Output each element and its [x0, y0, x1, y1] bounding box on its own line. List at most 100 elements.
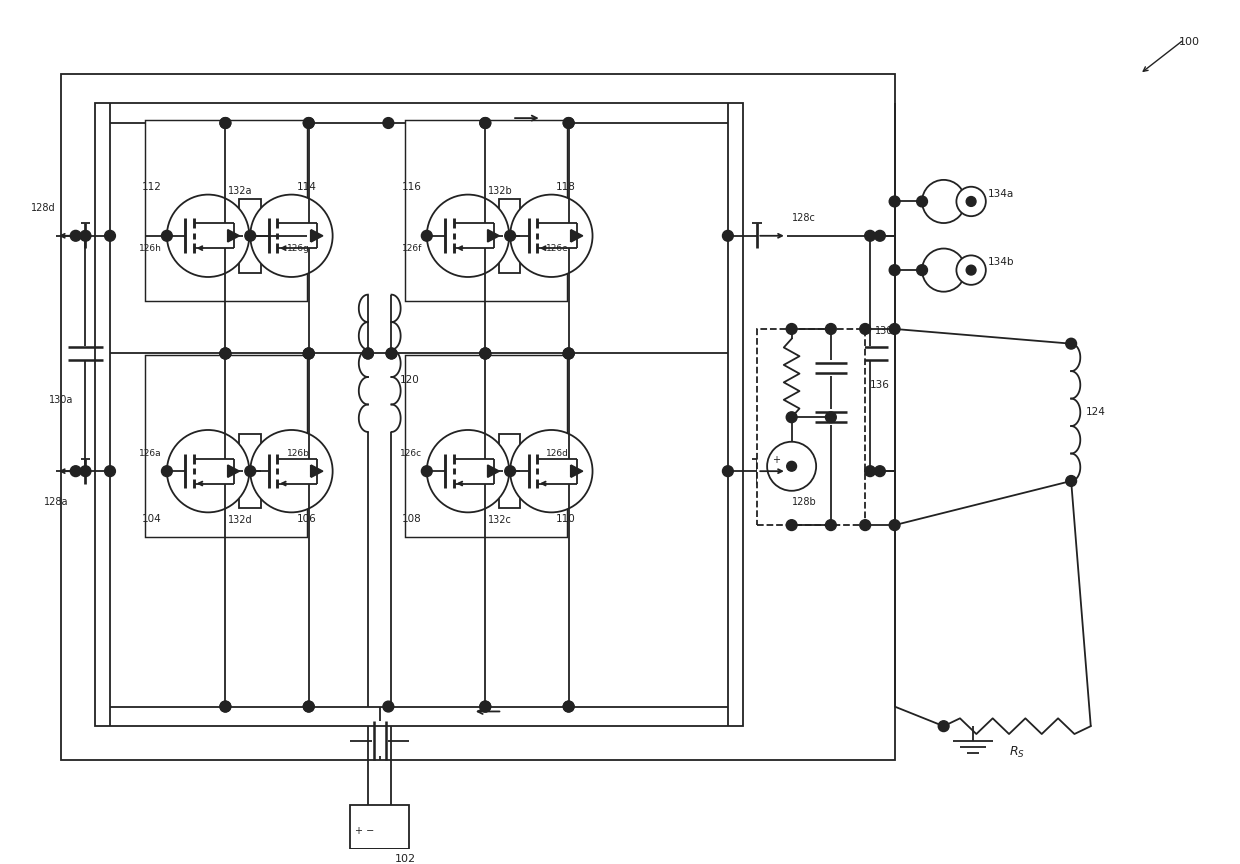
- Circle shape: [723, 231, 733, 241]
- Text: 100: 100: [1179, 36, 1200, 47]
- Text: 132b: 132b: [487, 186, 512, 196]
- Circle shape: [71, 231, 81, 241]
- Circle shape: [859, 323, 870, 334]
- Circle shape: [81, 466, 91, 477]
- Circle shape: [383, 702, 394, 712]
- Text: 130a: 130a: [48, 395, 73, 404]
- Circle shape: [422, 231, 433, 241]
- Bar: [95, 104, 743, 726]
- Circle shape: [786, 323, 797, 334]
- Circle shape: [219, 702, 231, 712]
- Circle shape: [304, 702, 314, 712]
- Text: 116: 116: [402, 181, 422, 192]
- Text: 130b: 130b: [875, 326, 900, 336]
- Circle shape: [219, 702, 231, 712]
- Circle shape: [923, 249, 965, 292]
- Bar: [61, 74, 894, 760]
- Circle shape: [563, 118, 574, 129]
- Circle shape: [563, 118, 574, 129]
- Text: 126h: 126h: [139, 244, 162, 252]
- Text: $R_S$: $R_S$: [1009, 745, 1025, 759]
- Circle shape: [219, 118, 231, 129]
- Circle shape: [939, 721, 949, 732]
- Circle shape: [250, 194, 332, 277]
- Text: 132c: 132c: [487, 515, 512, 524]
- Circle shape: [386, 348, 397, 359]
- Circle shape: [480, 348, 491, 359]
- Text: 128c: 128c: [791, 213, 816, 223]
- Circle shape: [219, 348, 231, 359]
- Circle shape: [250, 430, 332, 512]
- Text: 128d: 128d: [31, 203, 56, 213]
- Circle shape: [167, 430, 249, 512]
- Circle shape: [362, 348, 373, 359]
- Circle shape: [1065, 475, 1076, 486]
- Circle shape: [244, 231, 255, 241]
- Circle shape: [161, 466, 172, 477]
- Circle shape: [786, 520, 797, 530]
- Circle shape: [889, 264, 900, 276]
- Bar: [758, 329, 866, 525]
- Circle shape: [304, 118, 314, 129]
- Text: 128b: 128b: [791, 498, 816, 507]
- Circle shape: [563, 702, 574, 712]
- Circle shape: [1065, 339, 1076, 349]
- Text: 104: 104: [143, 514, 162, 524]
- Polygon shape: [311, 230, 322, 242]
- Text: 126g: 126g: [286, 244, 310, 252]
- Circle shape: [304, 118, 314, 129]
- Text: 120: 120: [399, 375, 419, 384]
- Circle shape: [219, 118, 231, 129]
- Circle shape: [219, 348, 231, 359]
- Text: 110: 110: [557, 514, 577, 524]
- Circle shape: [916, 196, 928, 206]
- Circle shape: [480, 702, 491, 712]
- Text: 114: 114: [296, 181, 316, 192]
- Polygon shape: [311, 465, 322, 477]
- Circle shape: [71, 466, 81, 477]
- Polygon shape: [487, 465, 500, 477]
- Circle shape: [161, 231, 172, 241]
- Text: 126c: 126c: [399, 449, 422, 459]
- Text: 134b: 134b: [988, 257, 1014, 267]
- Circle shape: [480, 702, 491, 712]
- Bar: [145, 120, 308, 302]
- Circle shape: [480, 348, 491, 359]
- Circle shape: [510, 430, 593, 512]
- Circle shape: [386, 348, 397, 359]
- Circle shape: [956, 187, 986, 216]
- Bar: [239, 435, 260, 508]
- Text: 108: 108: [402, 514, 422, 524]
- Text: 128a: 128a: [43, 498, 68, 507]
- Circle shape: [304, 348, 314, 359]
- Text: 126f: 126f: [402, 244, 422, 252]
- Circle shape: [563, 348, 574, 359]
- Text: 126b: 126b: [286, 449, 310, 459]
- Circle shape: [505, 231, 516, 241]
- Circle shape: [826, 412, 836, 422]
- Circle shape: [874, 231, 885, 241]
- Circle shape: [889, 323, 900, 334]
- Circle shape: [304, 702, 314, 712]
- Bar: [405, 120, 567, 302]
- Circle shape: [422, 466, 433, 477]
- Circle shape: [966, 265, 976, 275]
- Circle shape: [563, 348, 574, 359]
- Circle shape: [923, 180, 965, 223]
- Circle shape: [104, 466, 115, 477]
- Bar: [350, 804, 409, 848]
- Bar: [405, 355, 567, 537]
- Text: 106: 106: [296, 514, 316, 524]
- Text: + −: + −: [356, 826, 374, 836]
- Circle shape: [383, 118, 394, 129]
- Circle shape: [505, 466, 516, 477]
- Circle shape: [104, 231, 115, 241]
- Circle shape: [723, 466, 733, 477]
- Circle shape: [304, 348, 314, 359]
- Bar: [498, 199, 521, 272]
- Polygon shape: [570, 465, 583, 477]
- Text: 112: 112: [143, 181, 162, 192]
- Text: 124: 124: [1086, 407, 1106, 417]
- Circle shape: [786, 412, 797, 422]
- Text: 102: 102: [394, 854, 415, 864]
